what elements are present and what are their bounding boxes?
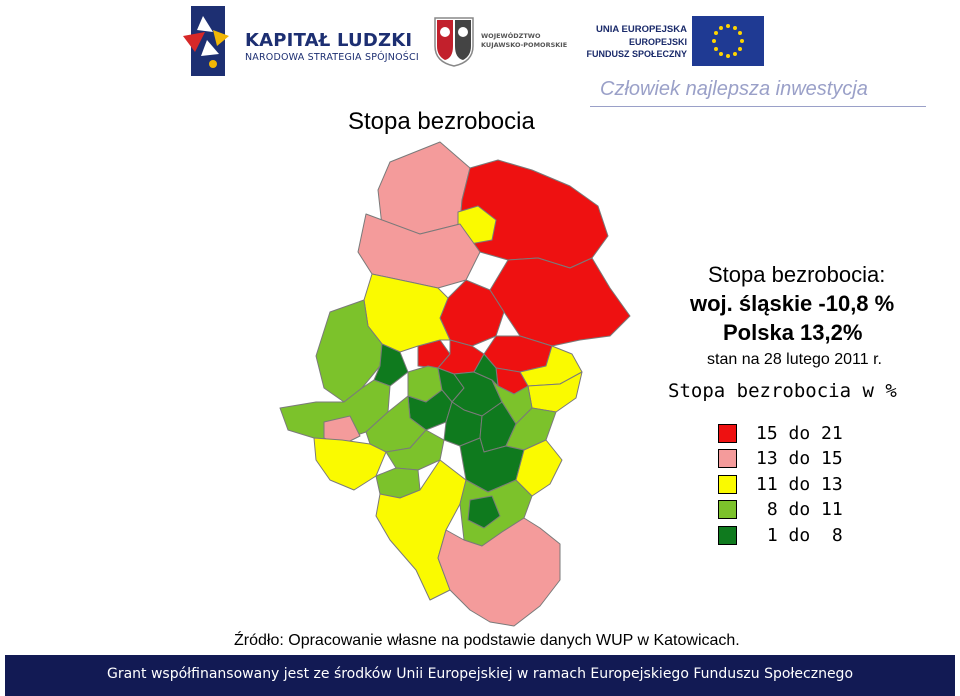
silesia-unemployment-map [279, 141, 631, 627]
county-zawiercie [489, 257, 631, 347]
county-siemianowice [473, 353, 499, 387]
legend-item: 8 do 11 [718, 499, 918, 520]
voivodeship-crest-icon [434, 17, 474, 67]
legend-label: 11 do 13 [756, 474, 843, 495]
eu-flag-icon [692, 16, 764, 66]
stats-region-rate: woj. śląskie -10,8 % [690, 291, 895, 316]
legend-swatch [718, 500, 737, 519]
stats-heading: Stopa bezrobocia: [708, 262, 886, 287]
map-legend: Stopa bezrobocia w % 15 do 21 13 do 15 1… [668, 380, 918, 550]
voivodeship-name-line2: KUJAWSKO-POMORSKIE [481, 41, 568, 49]
eu-logo-line3: FUNDUSZ SPOŁECZNY [586, 49, 687, 59]
eu-logo-line1: UNIA EUROPEJSKA [596, 24, 687, 35]
kapital-ludzki-subtitle: NARODOWA STRATEGIA SPÓJNOŚCI [245, 52, 419, 63]
source-note: Źródło: Opracowanie własne na podstawie … [234, 632, 740, 649]
logo-bar: KAPITAŁ LUDZKI NARODOWA STRATEGIA SPÓJNO… [0, 0, 960, 80]
voivodeship-name-line1: WOJEWÓDZTWO [481, 32, 541, 40]
kapital-ludzki-logo: KAPITAŁ LUDZKI NARODOWA STRATEGIA SPÓJNO… [183, 6, 423, 78]
kapital-ludzki-star-icon [183, 6, 229, 76]
county-klobuck [377, 141, 471, 235]
page-title: Stopa bezrobocia [348, 108, 535, 135]
county-raciborz [279, 379, 391, 441]
eu-logo: UNIA EUROPEJSKA EUROPEJSKI FUNDUSZ SPOŁE… [582, 16, 782, 68]
stats-poland-rate: Polska 13,2% [723, 320, 863, 345]
county-bielsko-city [467, 495, 501, 529]
legend-item: 11 do 13 [718, 474, 918, 495]
legend-label: 13 do 15 [756, 448, 843, 469]
kapital-ludzki-title: KAPITAŁ LUDZKI [245, 30, 413, 51]
county-lubliniec [357, 213, 481, 289]
county-wadowice-edge [515, 439, 563, 497]
eu-logo-line2: EUROPEJSKI [628, 37, 687, 47]
county-gliwice [315, 299, 383, 403]
legend-swatch [718, 449, 737, 468]
county-zywiec [437, 517, 561, 627]
slogan: Człowiek najlepsza inwestycja [600, 78, 868, 100]
stats-date: stan na 28 lutego 2011 r. [707, 351, 882, 368]
legend-label: 1 do 8 [756, 525, 843, 546]
legend-item: 13 do 15 [718, 448, 918, 469]
voivodeship-logo: WOJEWÓDZTWO KUJAWSKO-POMORSKIE [433, 16, 573, 68]
legend-swatch [718, 526, 737, 545]
legend-swatch [718, 424, 737, 443]
legend-title: Stopa bezrobocia w % [668, 380, 897, 402]
footer-bar: Grant współfinansowany jest ze środków U… [5, 655, 955, 696]
legend-swatch [718, 475, 737, 494]
legend-label: 8 do 11 [756, 499, 843, 520]
legend-label: 15 do 21 [756, 423, 843, 444]
eu-logo-text: UNIA EUROPEJSKA EUROPEJSKI FUNDUSZ SPOŁE… [585, 24, 687, 60]
legend-item: 1 do 8 [718, 525, 918, 546]
footer-text: Grant współfinansowany jest ze środków U… [106, 666, 854, 682]
legend-item: 15 do 21 [718, 423, 918, 444]
slogan-divider [590, 106, 926, 107]
